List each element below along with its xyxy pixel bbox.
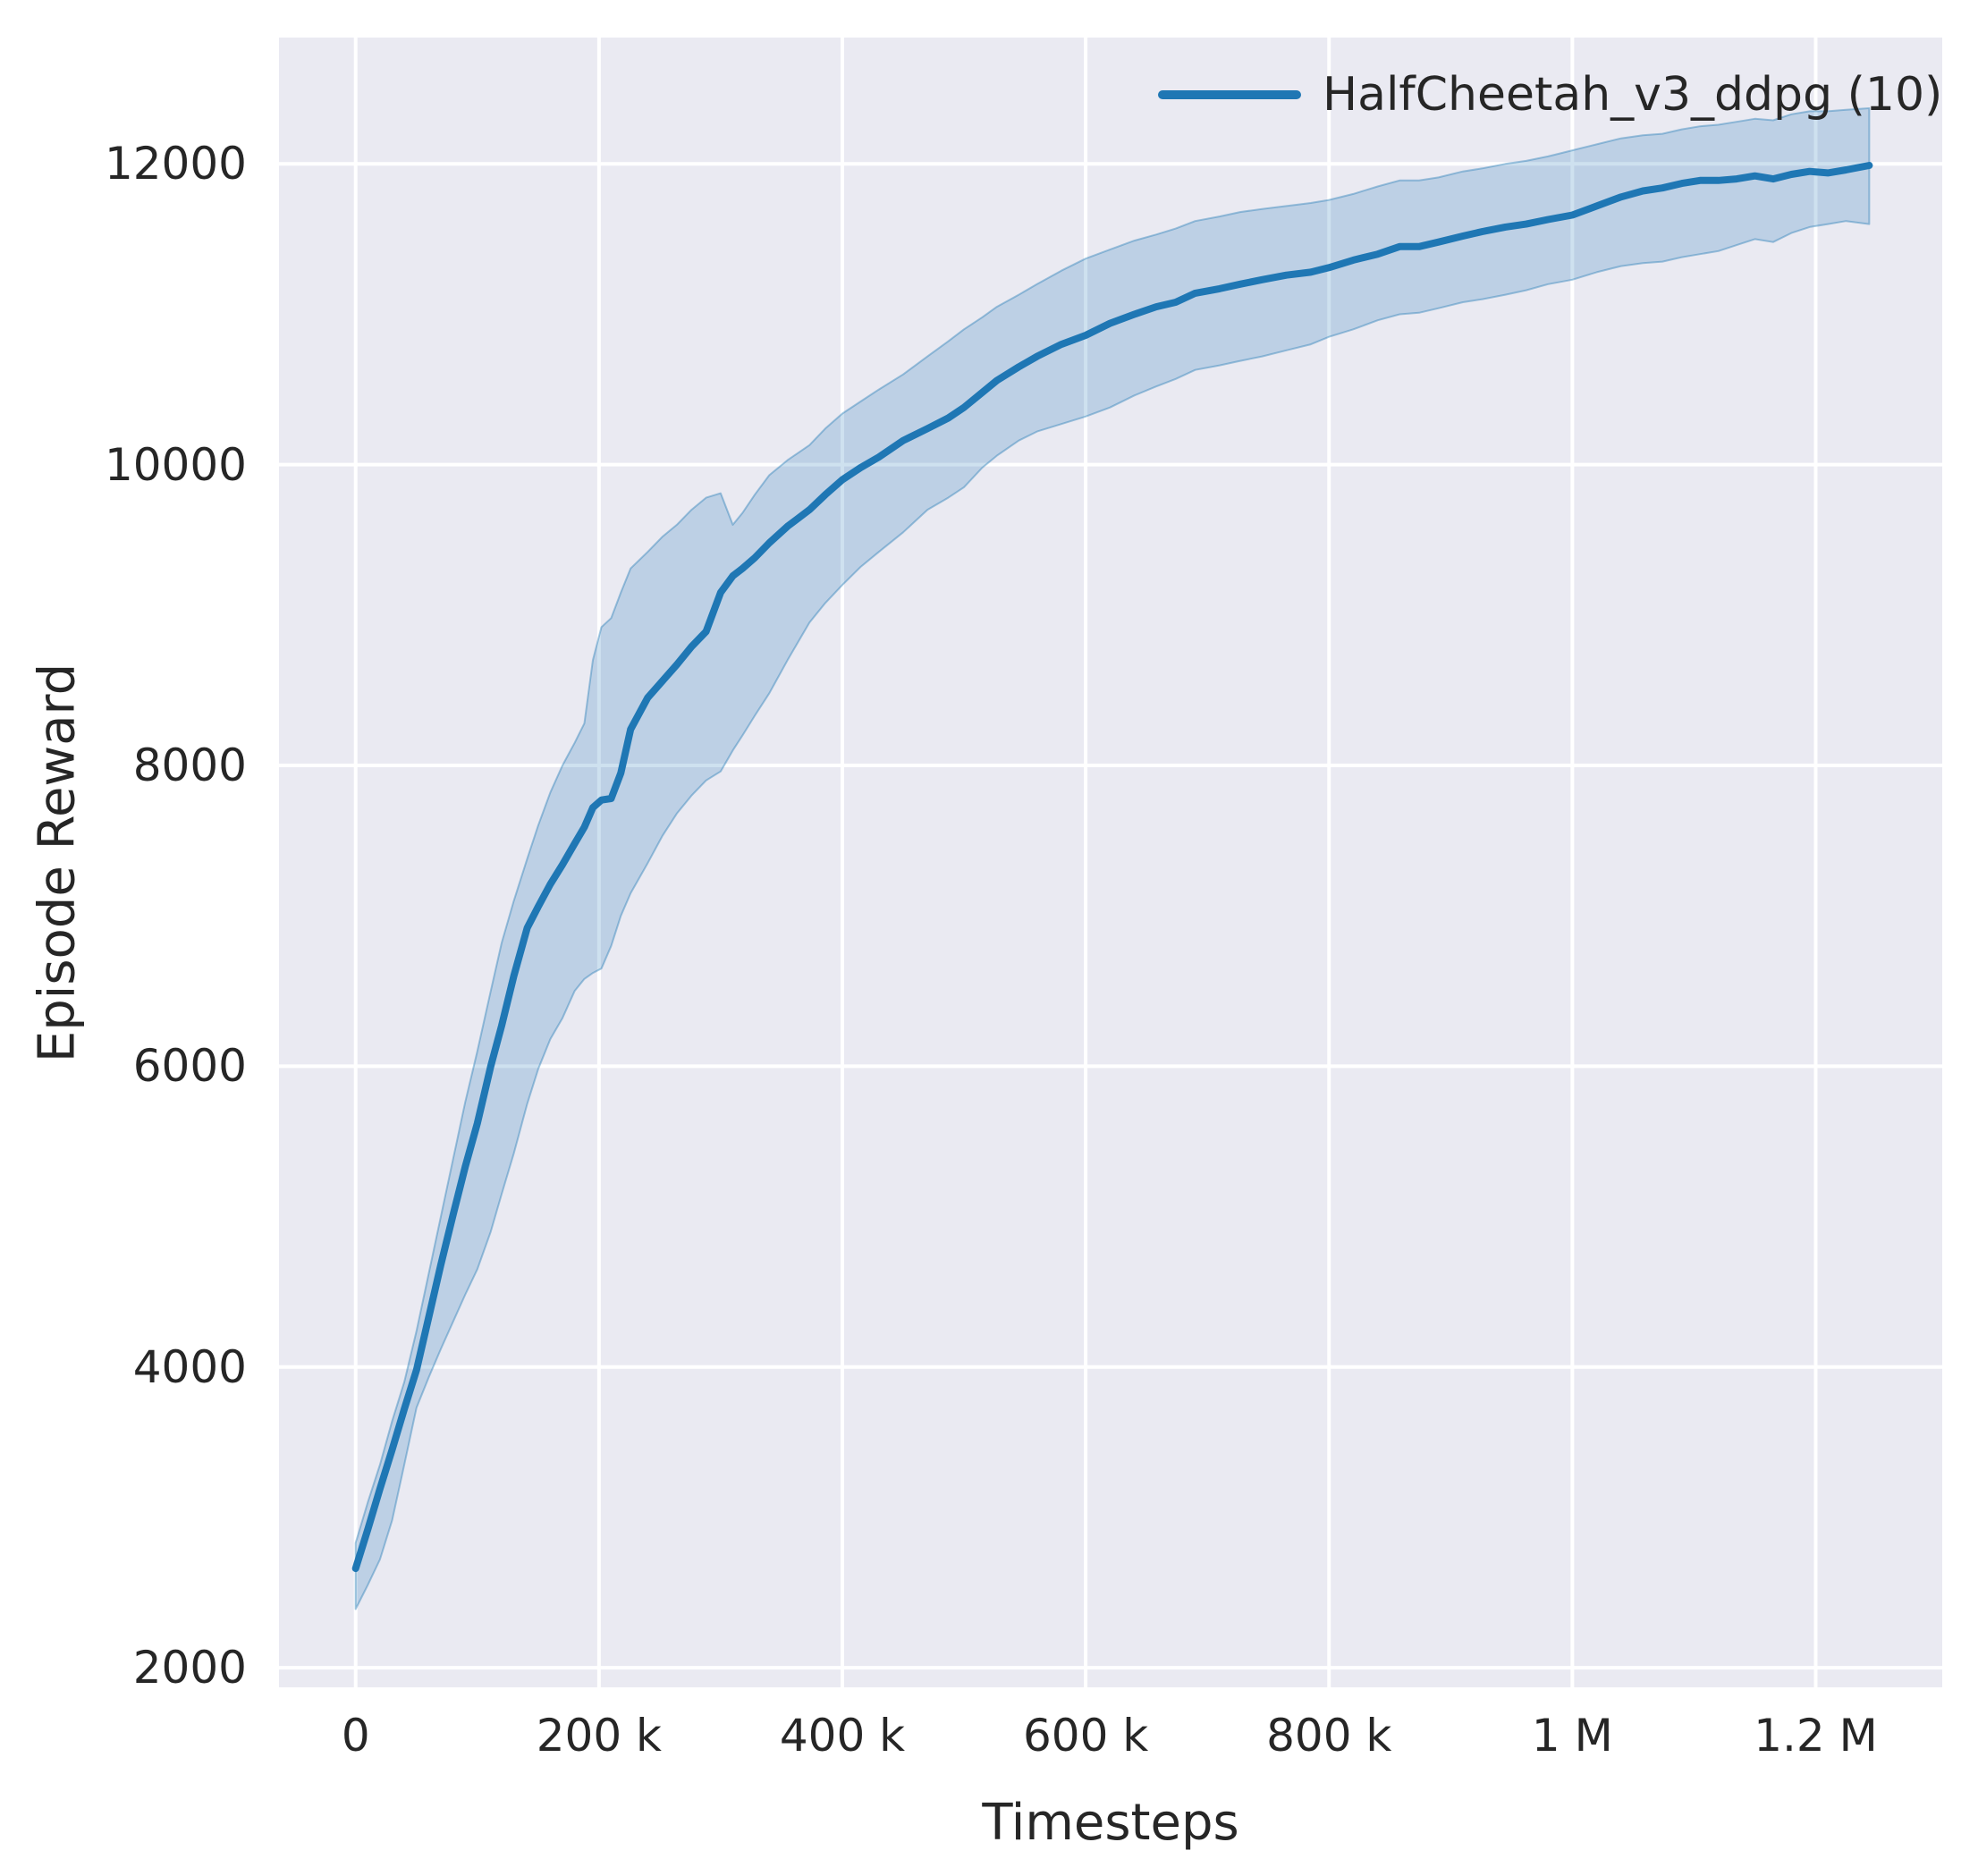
x-tick-label: 600 k — [1022, 1710, 1149, 1762]
y-tick-label: 2000 — [132, 1642, 247, 1694]
mean-line — [351, 162, 1873, 1573]
y-tick-label: 4000 — [132, 1340, 247, 1393]
gridlines — [279, 38, 1942, 1687]
x-tick-label: 0 — [341, 1710, 370, 1762]
y-axis-label: Episode Reward — [28, 663, 87, 1062]
x-tick-label: 800 k — [1266, 1710, 1392, 1762]
y-tick-label: 12000 — [104, 138, 247, 190]
x-tick-label: 1.2 M — [1754, 1710, 1878, 1762]
x-tick-label: 200 k — [536, 1710, 662, 1762]
legend: HalfCheetah_v3_ddpg (10) — [1158, 72, 1942, 118]
x-axis-label: Timesteps — [982, 1794, 1239, 1852]
series-group — [351, 107, 1873, 1610]
y-tick-label: 8000 — [132, 739, 247, 792]
y-tick-label: 6000 — [132, 1040, 247, 1093]
legend-line-icon — [1158, 90, 1301, 99]
plot-area — [279, 38, 1942, 1687]
y-tick-label: 10000 — [104, 438, 247, 491]
legend-label: HalfCheetah_v3_ddpg (10) — [1323, 68, 1943, 122]
x-tick-label: 1 M — [1531, 1710, 1613, 1762]
confidence-band — [354, 107, 1871, 1610]
x-tick-label: 400 k — [779, 1710, 906, 1762]
